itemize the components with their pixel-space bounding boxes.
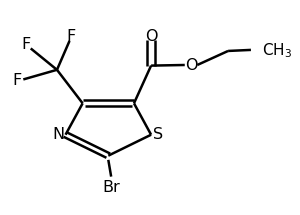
Text: O: O xyxy=(145,29,157,44)
Text: N: N xyxy=(52,127,64,142)
Text: CH$_3$: CH$_3$ xyxy=(262,41,292,60)
Text: S: S xyxy=(153,127,164,142)
Text: O: O xyxy=(185,58,197,73)
Text: F: F xyxy=(21,37,30,52)
Text: F: F xyxy=(67,29,76,44)
Text: F: F xyxy=(12,73,22,88)
Text: Br: Br xyxy=(102,180,120,195)
